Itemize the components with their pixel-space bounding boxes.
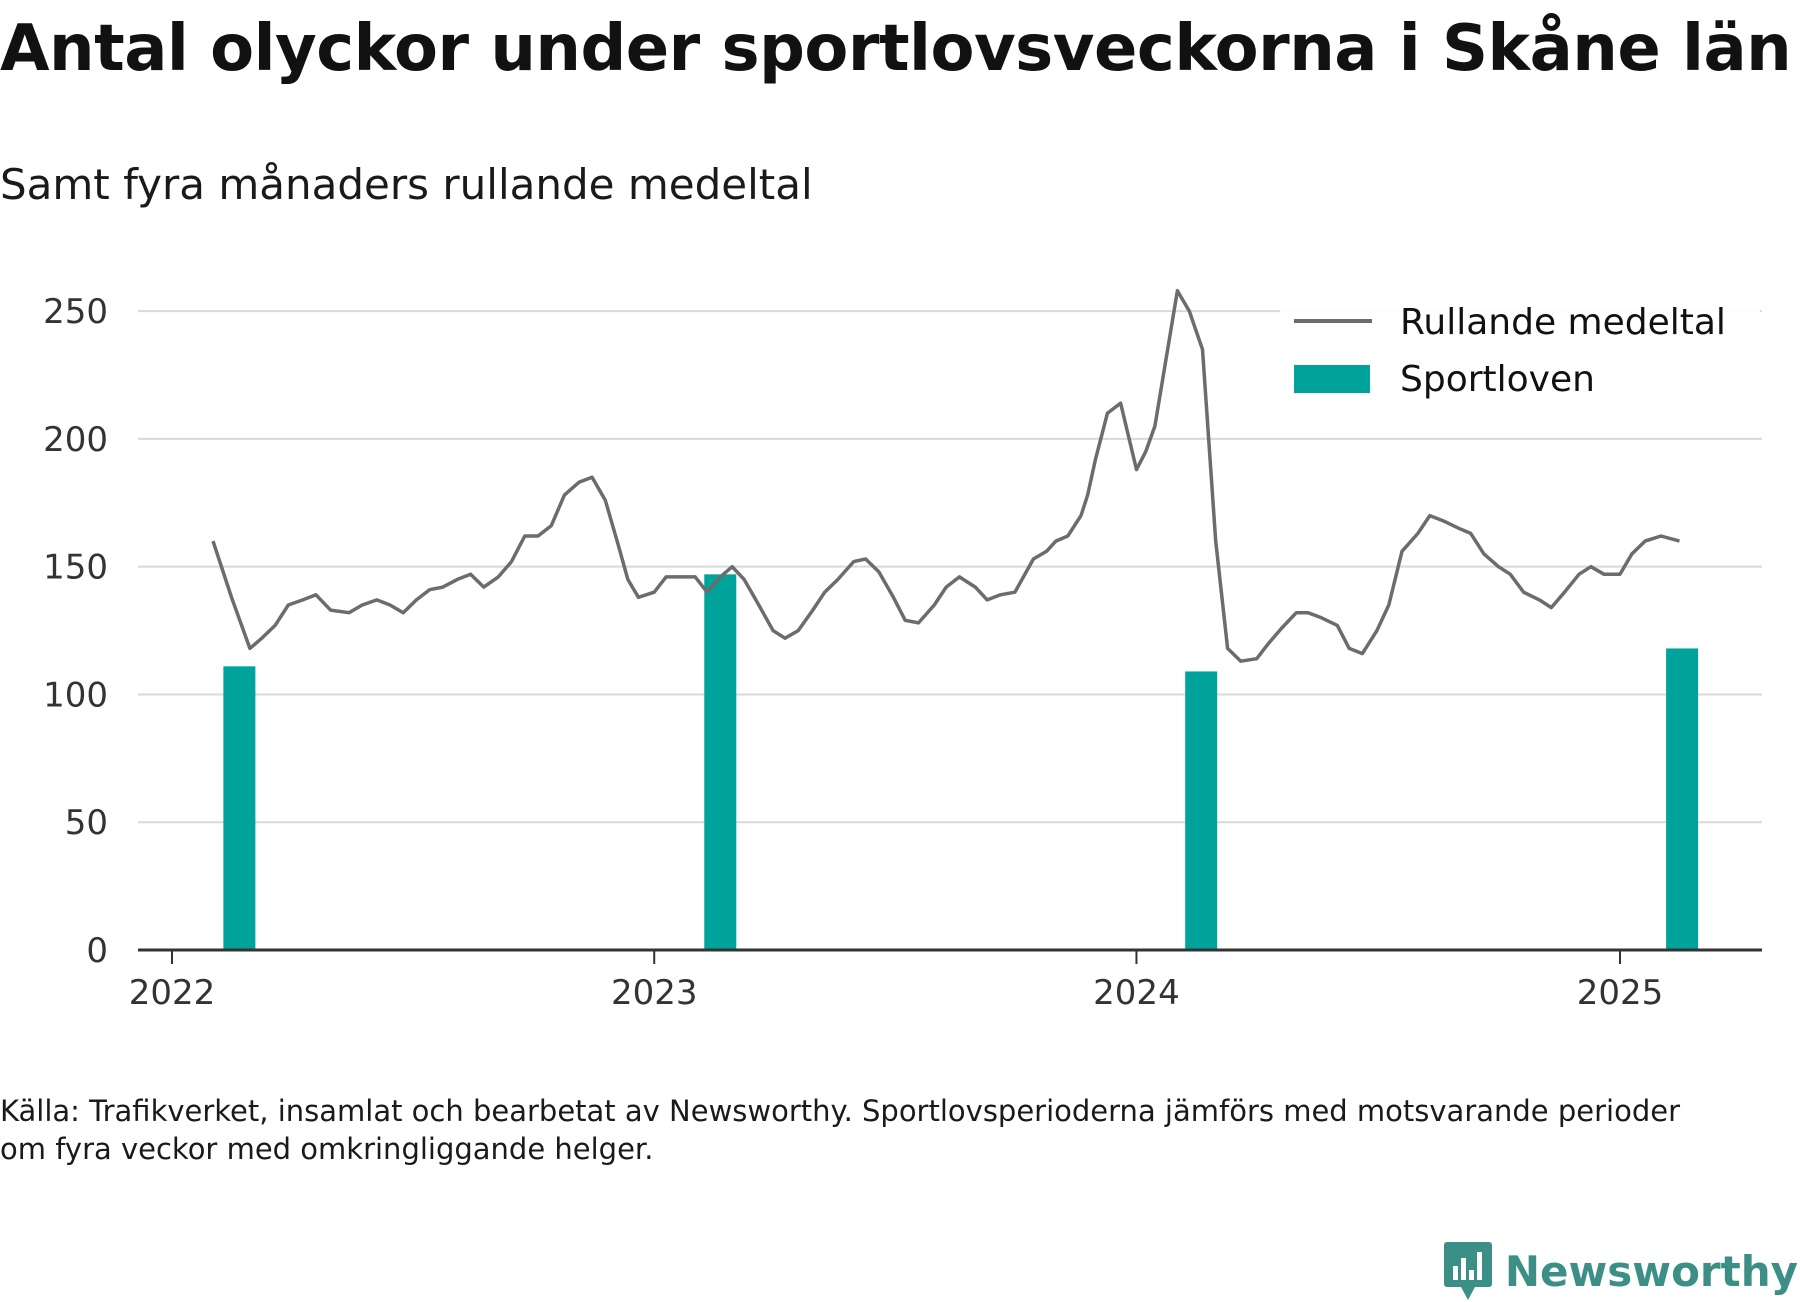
legend[interactable]: Rullande medeltal Sportloven (1280, 290, 1760, 410)
y-tick-label: 150 (43, 548, 108, 588)
x-tick-label: 2023 (611, 973, 698, 1013)
series-line-rullande-medeltal (211, 288, 1680, 663)
legend-swatch-bar (1294, 365, 1370, 393)
chart-subtitle: Samt fyra månaders rullande medeltal (0, 160, 813, 209)
y-tick-label: 250 (43, 292, 108, 332)
bar-sportloven (704, 574, 737, 950)
line-layer (211, 288, 1680, 663)
y-tick-label: 100 (43, 675, 108, 715)
newsworthy-logo-icon (1443, 1242, 1492, 1300)
newsworthy-logo[interactable]: Newsworthy (1443, 1240, 1798, 1302)
chart: 0 50 100 150 200 250 2022 2023 2024 2025 Rullande… (43, 288, 1762, 1013)
y-tick-label: 50 (65, 803, 108, 843)
chart-title: Antal olyckor under sportlovsveckorna i … (0, 12, 1792, 86)
x-tick-label: 2022 (129, 973, 216, 1013)
bar-sportloven (1666, 648, 1699, 950)
logo-text: Newsworthy (1504, 1246, 1798, 1296)
axes: 0 50 100 150 200 250 2022 2023 2024 2025 (43, 292, 1762, 1013)
source-note: Källa: Trafikverket, insamlat och bearbe… (0, 1094, 1681, 1166)
y-tick-label: 200 (43, 420, 108, 460)
bars (223, 574, 1699, 950)
legend-label-sportloven: Sportloven (1400, 359, 1595, 400)
bar-sportloven (223, 666, 256, 950)
bar-sportloven (1185, 671, 1218, 950)
x-tick-label: 2025 (1577, 973, 1664, 1013)
legend-label-rullande-medeltal: Rullande medeltal (1400, 302, 1726, 343)
x-tick-label: 2024 (1093, 973, 1180, 1013)
y-tick-label: 0 (86, 931, 108, 971)
